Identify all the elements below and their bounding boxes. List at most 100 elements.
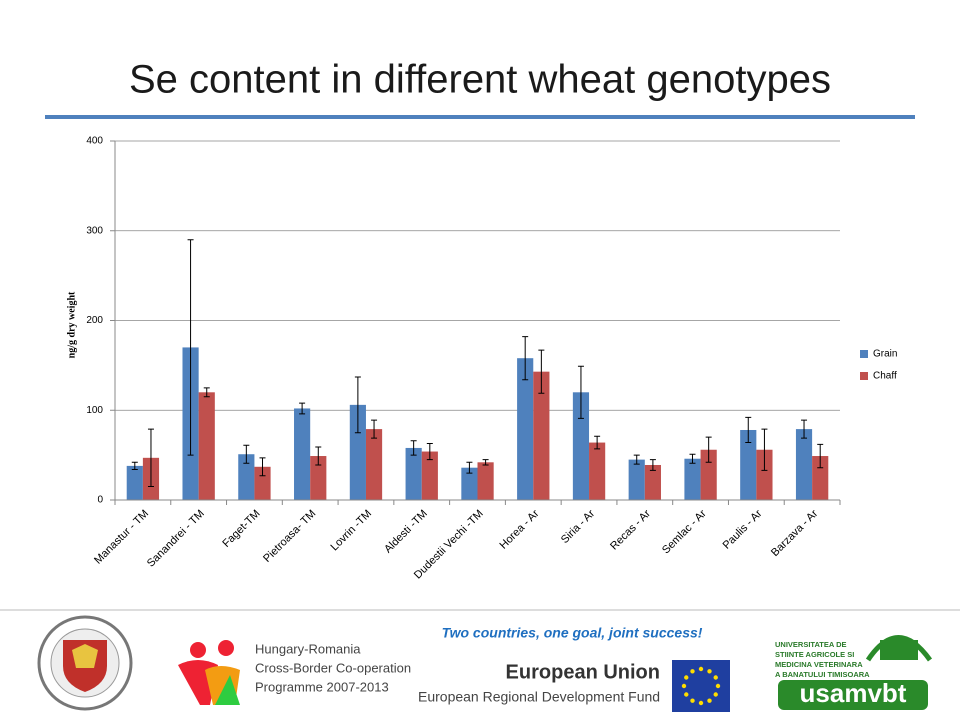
x-tick-label: Manastur - TM [92,508,151,567]
bar [238,454,255,500]
x-tick-label: Aldesti -TM [382,508,430,556]
university-line: STIINTE AGRICOLE SI [775,650,854,659]
bar [812,456,829,500]
error-bar [315,446,322,466]
brand: usamvbt [800,678,907,708]
legend-label: Chaff [873,371,897,382]
legend-swatch [860,350,868,358]
error-bar [817,443,824,469]
star [681,683,687,689]
error-bar [187,239,194,456]
programme-line: Hungary-Romania [255,641,361,656]
y-tick-label: 100 [86,405,103,416]
bar [294,408,311,500]
error-bar [594,435,601,450]
left-seal [37,615,133,711]
bar [572,392,590,500]
fund-label: European Regional Development Fund [418,689,660,705]
bar [365,429,383,500]
error-bar [371,419,378,439]
star [690,698,695,703]
slogan: Two countries, one goal, joint success! [442,625,703,641]
error-bar [577,365,584,419]
bar [517,358,534,500]
bar [740,429,757,500]
x-tick-label: Paulis - Ar [721,507,765,551]
error-bar [426,442,433,461]
error-bar [410,440,417,456]
star [715,683,721,689]
university-logo: UNIVERSITATEA DE STIINTE AGRICOLE SI MED… [775,635,933,710]
error-bar [801,419,808,439]
bar [477,462,494,500]
bar [700,449,717,500]
error-bar [299,402,306,415]
star [713,692,718,697]
error-bar [147,428,154,488]
programme-line: Programme 2007-2013 [255,679,389,694]
bar [405,447,422,500]
x-tick-label: Siria - Ar [559,507,598,546]
y-axis-label: ng/g dry weight [66,291,77,358]
university-line: UNIVERSITATEA DE [775,640,847,649]
x-tick-label: Lovrin -TM [328,508,374,554]
bar [349,404,366,500]
error-bar [243,444,250,464]
star [698,700,704,706]
error-bar [354,376,361,434]
legend-swatch [860,372,868,380]
x-tick-label: Semlac - Ar [660,507,709,556]
bar [310,456,327,500]
x-tick-label: Pietroasa- TM [261,508,318,565]
programme-logo: Hungary-Romania Cross-Border Co-operatio… [178,640,411,705]
bar [589,442,606,500]
y-tick-label: 300 [86,225,103,236]
x-tick-label: Sanandrei - TM [145,508,207,570]
error-bar [649,459,656,471]
error-bar [538,349,545,394]
star [707,669,712,674]
bar [684,458,701,500]
error-bar [745,416,752,444]
x-tick-label: Barzava - Ar [769,507,821,559]
bar [421,451,438,500]
x-tick-label: Recas - Ar [608,507,653,552]
bar [254,466,271,500]
bar [628,459,645,500]
error-bar [705,436,712,463]
error-bar [203,387,210,398]
bar [795,429,813,500]
university-line: A BANATULUI TIMISOARA [775,670,870,679]
bar [126,465,143,500]
star [707,698,712,703]
star [698,666,704,672]
error-bar [131,461,138,470]
error-bar [482,459,489,466]
star [713,675,718,680]
bar [533,371,550,500]
y-tick-label: 0 [97,495,103,506]
error-bar [689,453,696,464]
eu-flag [672,660,730,712]
bar [461,467,478,500]
error-bar [466,461,473,474]
bar [198,392,215,500]
y-tick-label: 400 [86,136,103,147]
programme-line: Cross-Border Co-operation [255,660,411,675]
bar [644,464,661,500]
bar [756,449,773,500]
chart-title: Se content in different wheat genotypes [129,58,831,102]
y-tick-label: 200 [86,315,103,326]
error-bar [633,454,640,465]
error-bar [259,457,266,477]
eu-label: European Union [506,661,660,683]
star [690,669,695,674]
x-tick-label: Horea - Ar [498,507,542,551]
x-tick-label: Faget-TM [220,508,262,550]
star [684,692,689,697]
legend-label: Grain [873,349,897,360]
error-bar [761,428,768,471]
error-bar [522,336,529,381]
star [684,675,689,680]
